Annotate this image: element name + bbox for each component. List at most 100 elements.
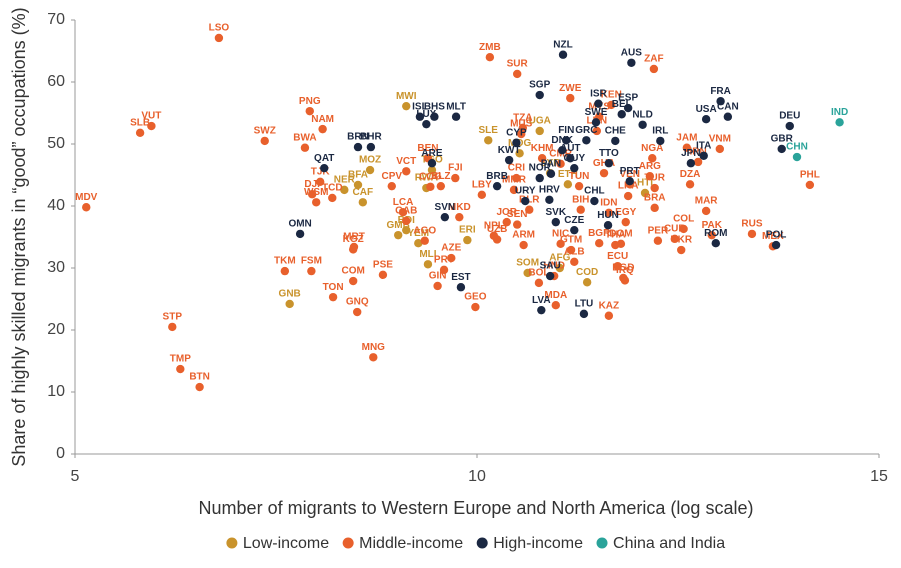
point-label: HRV bbox=[539, 184, 560, 195]
point-label: PRY bbox=[434, 255, 455, 266]
point-label: ZMB bbox=[479, 42, 501, 53]
point-label: NLD bbox=[632, 109, 653, 120]
point bbox=[485, 53, 495, 62]
point bbox=[525, 205, 534, 214]
legend-label: Low-income bbox=[243, 535, 329, 552]
point bbox=[387, 181, 396, 191]
point bbox=[682, 143, 692, 152]
point bbox=[502, 217, 511, 227]
point bbox=[785, 121, 794, 131]
x-tick-label: 15 bbox=[870, 468, 888, 485]
point-label: ALB bbox=[564, 246, 585, 257]
point bbox=[545, 271, 555, 281]
point-label: BOL bbox=[528, 268, 549, 279]
point bbox=[439, 265, 449, 275]
point bbox=[594, 99, 603, 108]
point bbox=[320, 163, 329, 173]
point bbox=[607, 100, 616, 110]
point-label: NIC bbox=[552, 228, 569, 239]
point-label: AUS bbox=[621, 47, 642, 58]
point bbox=[591, 118, 601, 127]
point bbox=[318, 124, 327, 134]
point-label: TUN bbox=[569, 171, 590, 182]
point-label: UKR bbox=[670, 235, 692, 246]
point-label: ZAF bbox=[644, 54, 663, 65]
point-label: BRN bbox=[347, 132, 369, 143]
point bbox=[805, 180, 815, 190]
point-label: AGO bbox=[413, 225, 436, 236]
legend-label: China and India bbox=[613, 535, 725, 552]
point bbox=[82, 203, 91, 212]
point-label: SVN bbox=[435, 202, 456, 213]
point bbox=[613, 261, 622, 271]
point bbox=[456, 283, 466, 292]
point-label: JPN bbox=[681, 148, 700, 159]
point bbox=[685, 180, 695, 189]
point-label: ESP bbox=[618, 93, 638, 104]
point-label: CPV bbox=[381, 171, 402, 182]
point-label: ZWE bbox=[559, 83, 582, 94]
point-label: SWE bbox=[585, 107, 608, 118]
point-label: UGA bbox=[529, 116, 551, 127]
legend-marker bbox=[226, 537, 238, 549]
point-label: COD bbox=[576, 267, 598, 278]
point-label: ISL bbox=[412, 101, 428, 112]
point bbox=[305, 106, 314, 116]
point-label: PAN bbox=[541, 158, 561, 169]
point-label: SYR bbox=[540, 158, 561, 169]
point-label: NER bbox=[334, 175, 356, 186]
point-label: USA bbox=[696, 104, 717, 115]
point-label: GIN bbox=[429, 271, 447, 282]
point-label: LUX bbox=[416, 109, 436, 120]
point bbox=[521, 196, 530, 206]
x-tick-label: 5 bbox=[71, 468, 80, 485]
point bbox=[616, 239, 626, 249]
point-label: NZL bbox=[553, 39, 572, 50]
point bbox=[463, 235, 472, 245]
point-label: CRI bbox=[508, 163, 525, 174]
point-label: JAM bbox=[676, 132, 697, 143]
point-label: LTU bbox=[575, 299, 594, 310]
point bbox=[677, 245, 686, 255]
point bbox=[348, 245, 358, 254]
point bbox=[348, 276, 358, 286]
point-label: FIN bbox=[558, 125, 574, 136]
point-label: BHR bbox=[360, 132, 382, 143]
point bbox=[545, 195, 554, 204]
point bbox=[316, 177, 325, 187]
point bbox=[519, 240, 528, 250]
point bbox=[451, 173, 460, 183]
point-label: BRB bbox=[486, 171, 508, 182]
point bbox=[623, 103, 633, 113]
point-label: DNK bbox=[551, 135, 573, 146]
point-label: ITA bbox=[696, 140, 711, 151]
point-label: CYP bbox=[506, 127, 527, 138]
point bbox=[427, 165, 437, 175]
point bbox=[353, 142, 363, 152]
point bbox=[566, 93, 575, 103]
point-label: KGZ bbox=[343, 234, 364, 245]
point bbox=[517, 129, 526, 139]
point bbox=[582, 136, 591, 145]
point-label: ARE bbox=[421, 148, 442, 159]
point-label: URY bbox=[515, 186, 536, 197]
point bbox=[430, 112, 439, 121]
point-label: CAF bbox=[353, 187, 374, 198]
point bbox=[562, 136, 571, 145]
point bbox=[515, 149, 524, 158]
point-label: WSM bbox=[304, 187, 328, 198]
point-label: GRC bbox=[575, 125, 597, 136]
point bbox=[551, 301, 560, 310]
point-label: BEN bbox=[417, 143, 438, 154]
point bbox=[620, 276, 630, 285]
point-label: BGR bbox=[588, 228, 611, 239]
point bbox=[535, 90, 544, 100]
point-label: ECU bbox=[607, 251, 628, 262]
point bbox=[566, 245, 576, 255]
point-label: DOM bbox=[609, 228, 632, 239]
point-label: VNM bbox=[709, 134, 731, 145]
point-label: TKM bbox=[274, 256, 296, 267]
point-label: BEL bbox=[612, 99, 632, 110]
point bbox=[566, 154, 575, 163]
